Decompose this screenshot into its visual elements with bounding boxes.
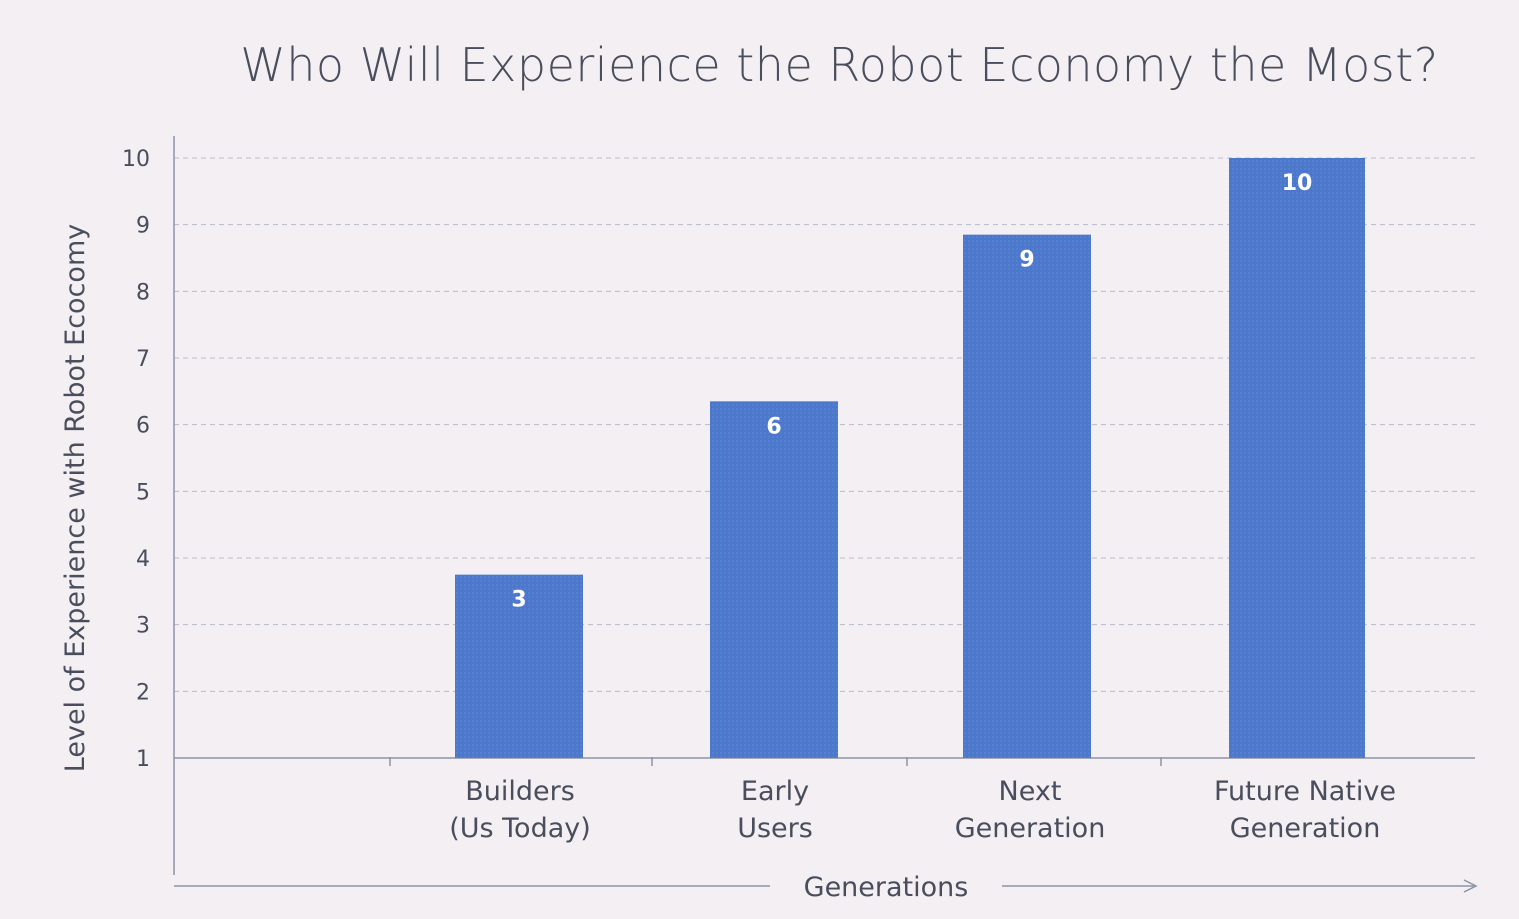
y-tick-label: 3: [136, 614, 150, 639]
y-tick-label: 1: [136, 747, 150, 772]
x-tick-label: Next: [999, 776, 1062, 807]
x-tick-label: Generation: [1230, 813, 1381, 844]
y-tick-label: 2: [136, 680, 150, 705]
y-tick-label: 7: [136, 347, 150, 372]
x-arrow-head: [1463, 879, 1478, 893]
label-layer: 1 2 3 4 5 6 7 8 9 10 3 Builders (Us Today) 6 Early User…: [60, 147, 1396, 903]
x-tick-label: Generation: [955, 813, 1106, 844]
y-tick-label: 6: [136, 414, 150, 439]
bar-value-label: 3: [511, 588, 526, 613]
bar-texture: [1229, 158, 1365, 758]
x-tick-label: (Us Today): [449, 813, 591, 844]
y-tick-label: 9: [136, 214, 150, 239]
y-tick-label: 10: [122, 147, 150, 172]
chart-title: Who Will Experience the Robot Economy th…: [240, 38, 1439, 92]
bar-texture: [963, 234, 1091, 758]
x-axis-title: Generations: [804, 872, 969, 903]
y-axis-title: Level of Experience with Robot Ecocomy: [60, 224, 91, 772]
bar-value-label: 9: [1019, 248, 1034, 273]
x-tick-label: Early: [741, 776, 809, 807]
y-tick-label: 5: [136, 480, 150, 505]
x-tick-label: Future Native: [1214, 776, 1396, 807]
x-tick-label: Builders: [465, 776, 575, 807]
bar-value-label: 6: [766, 414, 781, 439]
bar-value-label: 10: [1282, 171, 1313, 196]
y-tick-label: 4: [136, 547, 150, 572]
bar-layer: [455, 158, 1365, 758]
x-tick-label: Users: [737, 813, 813, 844]
bar-texture: [455, 574, 583, 758]
y-tick-label: 8: [136, 280, 150, 305]
bar-texture: [710, 401, 838, 758]
